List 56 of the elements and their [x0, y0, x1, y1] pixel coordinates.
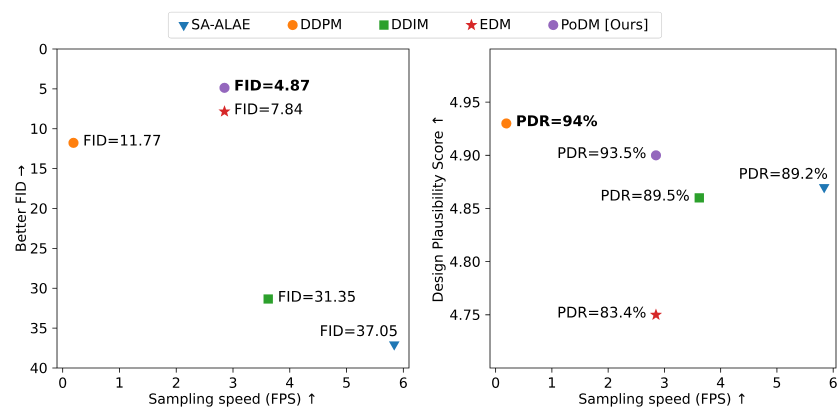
annotation: PDR=94%	[517, 115, 598, 126]
point	[389, 341, 400, 350]
x-tick-label: 6	[400, 377, 407, 388]
y-tick-label: 4.90	[450, 150, 480, 161]
annotation: PDR=93.5%	[558, 147, 646, 158]
x-tick-label: 5	[774, 377, 780, 388]
x-tick-label: 5	[343, 377, 350, 388]
y-tick-label: 35	[30, 322, 46, 334]
x-tick-label: 6	[830, 377, 837, 388]
y-tick-label: 4.75	[450, 310, 480, 320]
annotation: PDR=89.5%	[602, 190, 689, 201]
x-tick-label: 3	[230, 377, 236, 388]
point	[219, 82, 230, 93]
point	[264, 294, 273, 304]
y-tick-label: 4.80	[450, 256, 480, 267]
x-tick-label: 2	[604, 377, 612, 388]
y-tick-label: 20	[30, 203, 47, 214]
point	[68, 138, 79, 148]
y-tick-label: 4.95	[450, 96, 480, 108]
x-tick-label: 1	[116, 377, 123, 388]
y-tick-label: 5	[40, 84, 46, 94]
data-label: FID=31.35	[279, 290, 355, 302]
y-tick-label: 10	[31, 123, 47, 134]
legend-label: DDIM	[392, 18, 428, 30]
y-tick-label: 40	[30, 362, 47, 374]
annotation: PDR=83.4%	[558, 306, 646, 318]
data-label: FID=4.87	[235, 80, 310, 91]
y-axis-title: Better FID →	[16, 166, 26, 251]
annotation: PDR=89.2%	[740, 168, 828, 179]
x-tick-label: 0	[59, 377, 66, 388]
y-tick-label: 25	[30, 243, 46, 254]
y-tick-label: 30	[30, 282, 47, 294]
legend-label: EDM	[480, 18, 510, 30]
legend-label: DDPM	[302, 18, 341, 30]
x-axis-title: Sampling speed (FPS) ↑	[579, 393, 745, 407]
point	[650, 308, 662, 320]
x-tick-label: 0	[492, 377, 500, 388]
data-label: FID=37.05	[321, 325, 397, 336]
point	[501, 118, 512, 128]
point	[650, 150, 662, 160]
x-tick-label: 3	[661, 377, 668, 388]
legend-label: SA-ALAE	[192, 18, 250, 30]
y-tick-label: 4.85	[450, 203, 480, 214]
data-label: FID=11.77	[84, 134, 160, 146]
data-label: FID=7.84	[236, 103, 302, 114]
x-axis-title: Sampling speed (FPS) ↑	[149, 393, 315, 407]
x-tick-label: 1	[548, 377, 556, 388]
legend-label: PoDM [Ours]	[562, 18, 648, 32]
x-tick-label: 4	[286, 377, 294, 388]
y-axis-title: Design Plausibility Score ↑	[432, 117, 446, 302]
x-tick-label: 4	[716, 377, 724, 388]
y-tick-label: 0	[40, 44, 47, 54]
x-tick-label: 2	[172, 377, 180, 388]
point	[694, 193, 704, 203]
point	[218, 106, 230, 116]
y-tick-label: 15	[31, 163, 46, 174]
